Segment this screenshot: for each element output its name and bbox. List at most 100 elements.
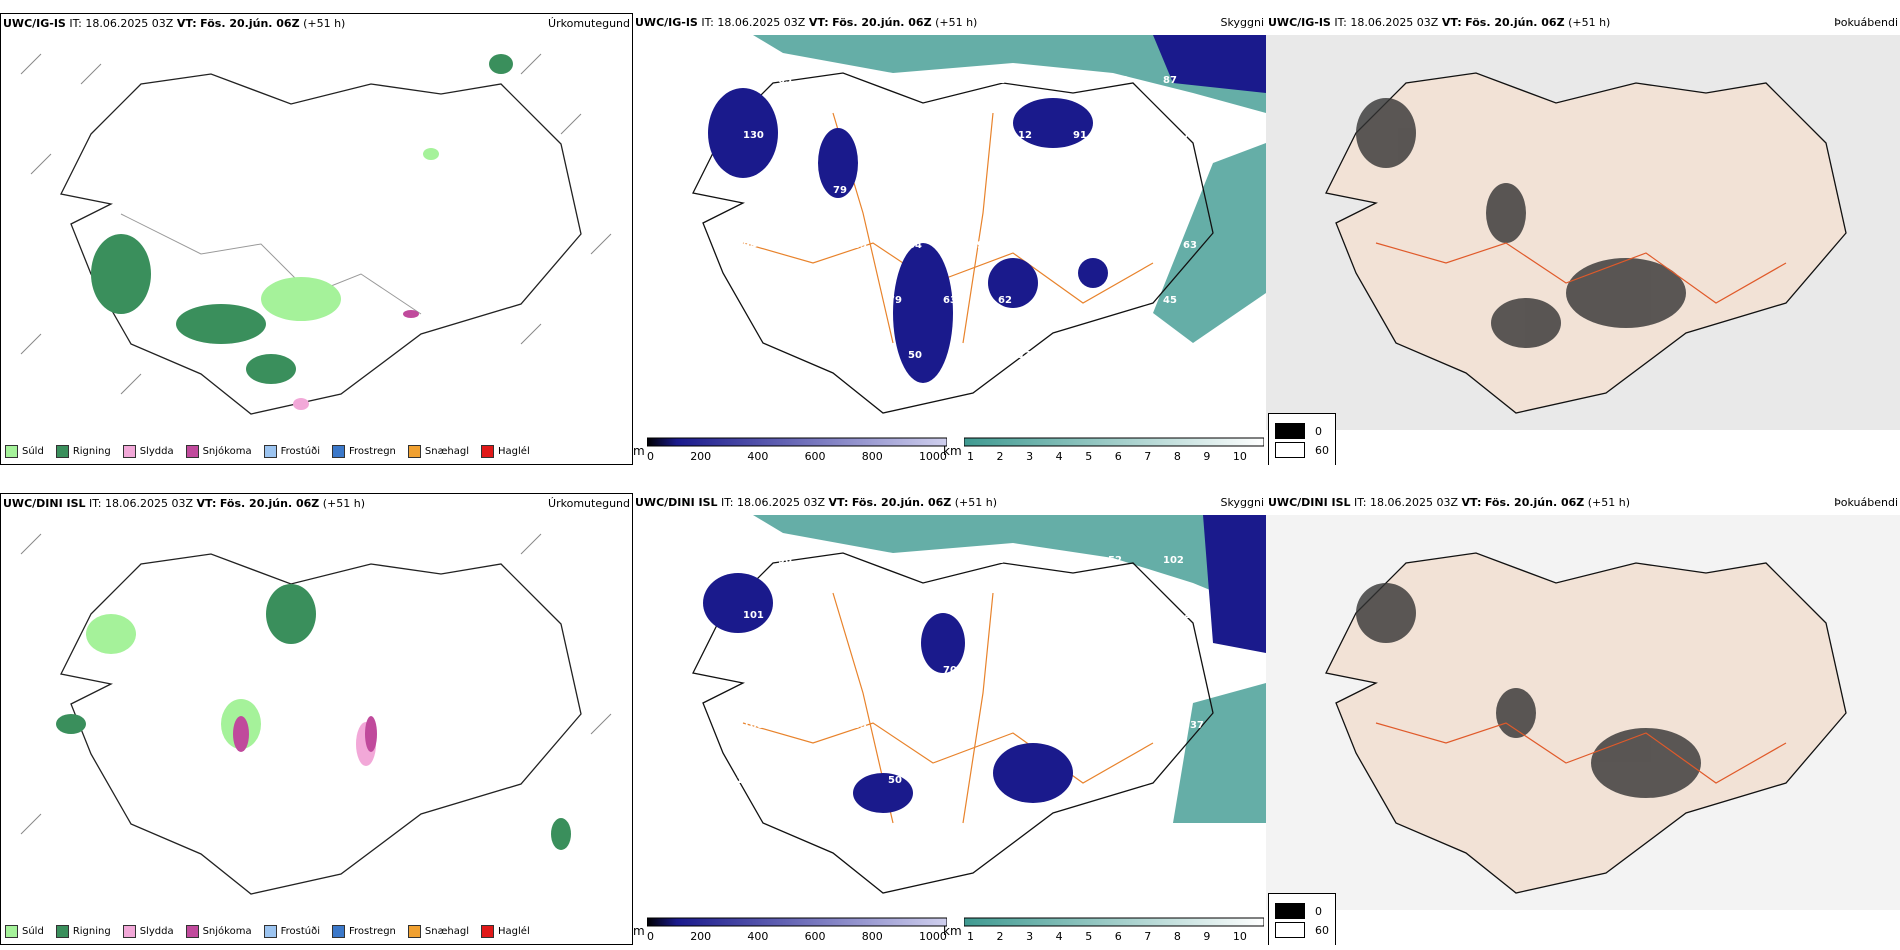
- visibility-value-label: 185: [1053, 185, 1074, 196]
- visibility-value-label: 130: [743, 130, 764, 141]
- visibility-value-label: 92: [1128, 240, 1142, 251]
- visibility-value-label: 57: [1163, 665, 1177, 676]
- coastline: [60, 73, 582, 415]
- cbar-m-ticks: 0 200 400 600 800 1000: [647, 930, 947, 943]
- precip-legend: Súld Rigning Slydda Snjókoma Frostúði Fr…: [5, 445, 530, 458]
- visibility-value-label: 165: [963, 610, 984, 621]
- visibility-value-label: 44: [833, 775, 847, 786]
- visibility-map-bottom: UWC/DINI ISL IT: 18.06.2025 03Z VT: Fös.…: [633, 493, 1266, 945]
- visibility-value-label: 73: [723, 555, 737, 566]
- visibility-value-label: 62: [998, 295, 1012, 306]
- legend-item-snaehagl: Snæhagl: [407, 925, 469, 938]
- fog-map-graphic: [1266, 515, 1900, 910]
- visibility-value-label: 136: [1163, 185, 1184, 196]
- visibility-value-label: 46: [798, 350, 812, 361]
- cbar-unit: m: [633, 444, 645, 458]
- cbar-km-ticks: 1 2 3 4 5 6 7 8 9 10: [967, 930, 1247, 943]
- visibility-value-label: 90: [778, 555, 792, 566]
- fog-map-graphic: [1266, 35, 1900, 430]
- visibility-value-label: 70: [1108, 665, 1122, 676]
- visibility-value-label: 43: [888, 665, 902, 676]
- visibility-value-label: 337: [1183, 720, 1204, 731]
- visibility-value-label: 188: [1018, 240, 1039, 251]
- colorbar-height: m: [633, 916, 947, 938]
- colorbar-km: km: [943, 916, 1264, 938]
- legend-item-rigning: Rigning: [55, 925, 111, 938]
- panel-header: UWC/IG-IS IT: 18.06.2025 03Z VT: Fös. 20…: [3, 17, 346, 30]
- visibility-value-label: 50: [888, 775, 902, 786]
- visibility-value-label: 108: [798, 240, 819, 251]
- precip-type-map-top: UWC/IG-IS IT: 18.06.2025 03Z VT: Fös. 20…: [0, 13, 633, 465]
- visibility-value-label: 83: [853, 720, 867, 731]
- panel-title: Skyggni: [1220, 496, 1264, 509]
- cbar-km-ticks: 1 2 3 4 5 6 7 8 9 10: [967, 450, 1247, 463]
- panel-header: UWC/IG-IS IT: 18.06.2025 03Z VT: Fös. 20…: [635, 16, 978, 29]
- legend-item-snaehagl: Snæhagl: [407, 445, 469, 458]
- visibility-value-label: 63: [943, 295, 957, 306]
- visibility-value-label: 78: [833, 75, 847, 86]
- visibility-value-label: 111: [888, 185, 909, 196]
- visibility-value-label: 60: [1053, 295, 1067, 306]
- panel-header: UWC/DINI ISL IT: 18.06.2025 03Z VT: Fös.…: [635, 496, 998, 509]
- cbar-m-ticks: 0 200 400 600 800 1000: [647, 450, 947, 463]
- visibility-value-label: 181: [998, 665, 1019, 676]
- legend-item-sulde: Súld: [5, 925, 44, 938]
- visibility-value-label: 342: [723, 775, 744, 786]
- visibility-value-label: 52: [1108, 555, 1122, 566]
- visibility-value-label: 102: [1018, 720, 1039, 731]
- panel-title: Þokuábendi: [1834, 496, 1898, 509]
- sea-fog: [753, 35, 1266, 113]
- visibility-value-label: 65: [963, 130, 977, 141]
- visibility-value-label: 68: [833, 555, 847, 566]
- visibility-value-label: 56: [998, 555, 1012, 566]
- visibility-value-label: 93: [853, 610, 867, 621]
- legend-item-frostregn: Frostregn: [332, 445, 396, 458]
- fog-legend: 0 60: [1268, 893, 1336, 945]
- legend-item-frostudi: Frostúði: [263, 445, 320, 458]
- visibility-value-label: 119: [963, 350, 984, 361]
- visibility-map-graphic: 73 90 68 131 42 56 17 52 102 101 72 93 251 165 404 268 1…: [692, 515, 1266, 894]
- legend-item-slydda: Slydda: [122, 925, 174, 938]
- visibility-value-label: 140: [833, 295, 854, 306]
- visibility-value-label: 159: [1108, 75, 1129, 86]
- legend-item-snjokoma: Snjókoma: [185, 445, 252, 458]
- visibility-value-label: 75: [1128, 720, 1142, 731]
- visibility-value-label: 87: [1163, 75, 1177, 86]
- colorbar-km: km: [943, 436, 1264, 458]
- legend-item-haglel: Haglél: [481, 445, 530, 458]
- visibility-value-label: 91: [1073, 130, 1087, 141]
- visibility-value-label: 12: [1018, 130, 1032, 141]
- visibility-value-label: 101: [778, 295, 799, 306]
- visibility-value-label: 62: [723, 295, 737, 306]
- visibility-value-label: 15: [778, 775, 792, 786]
- visibility-value-label: 89: [798, 130, 812, 141]
- visibility-value-label: 268: [1073, 610, 1094, 621]
- legend-item-rigning: Rigning: [55, 445, 111, 458]
- precip-type-map-bottom: UWC/DINI ISL IT: 18.06.2025 03Z VT: Fös.…: [0, 493, 633, 945]
- visibility-value-label: 64: [908, 240, 922, 251]
- visibility-value-label: 11: [1018, 350, 1032, 361]
- visibility-value-label: 70: [778, 665, 792, 676]
- visibility-value-label: 57: [723, 75, 737, 86]
- precip-legend: Súld Rigning Slydda Snjókoma Frostúði Fr…: [5, 925, 530, 938]
- panel-title: Þokuábendi: [1834, 16, 1898, 29]
- wind-barbs: [20, 53, 612, 395]
- visibility-value-label: 72: [798, 610, 812, 621]
- visibility-value-label: 45: [1163, 295, 1177, 306]
- legend-item-haglel: Haglél: [481, 925, 530, 938]
- rain-patches: [56, 584, 571, 850]
- fog-dark-areas: [1356, 98, 1686, 348]
- visibility-value-label: 59: [853, 130, 867, 141]
- visibility-value-label: 98: [833, 665, 847, 676]
- visibility-value-label: 101: [743, 610, 764, 621]
- visibility-value-label: 50: [908, 350, 922, 361]
- visibility-value-label: 42: [943, 555, 957, 566]
- precip-map-graphic: [20, 533, 612, 895]
- visibility-value-label: 44: [1053, 665, 1067, 676]
- visibility-value-label: 110: [1108, 185, 1129, 196]
- visibility-value-label: 86: [1073, 240, 1087, 251]
- visibility-value-label: 58: [723, 185, 737, 196]
- visibility-values: 73 90 68 131 42 56 17 52 102 101 72 93 251 165 404 268 1…: [723, 555, 1204, 786]
- visibility-value-label: 85: [853, 240, 867, 251]
- visibility-value-label: 51: [743, 350, 757, 361]
